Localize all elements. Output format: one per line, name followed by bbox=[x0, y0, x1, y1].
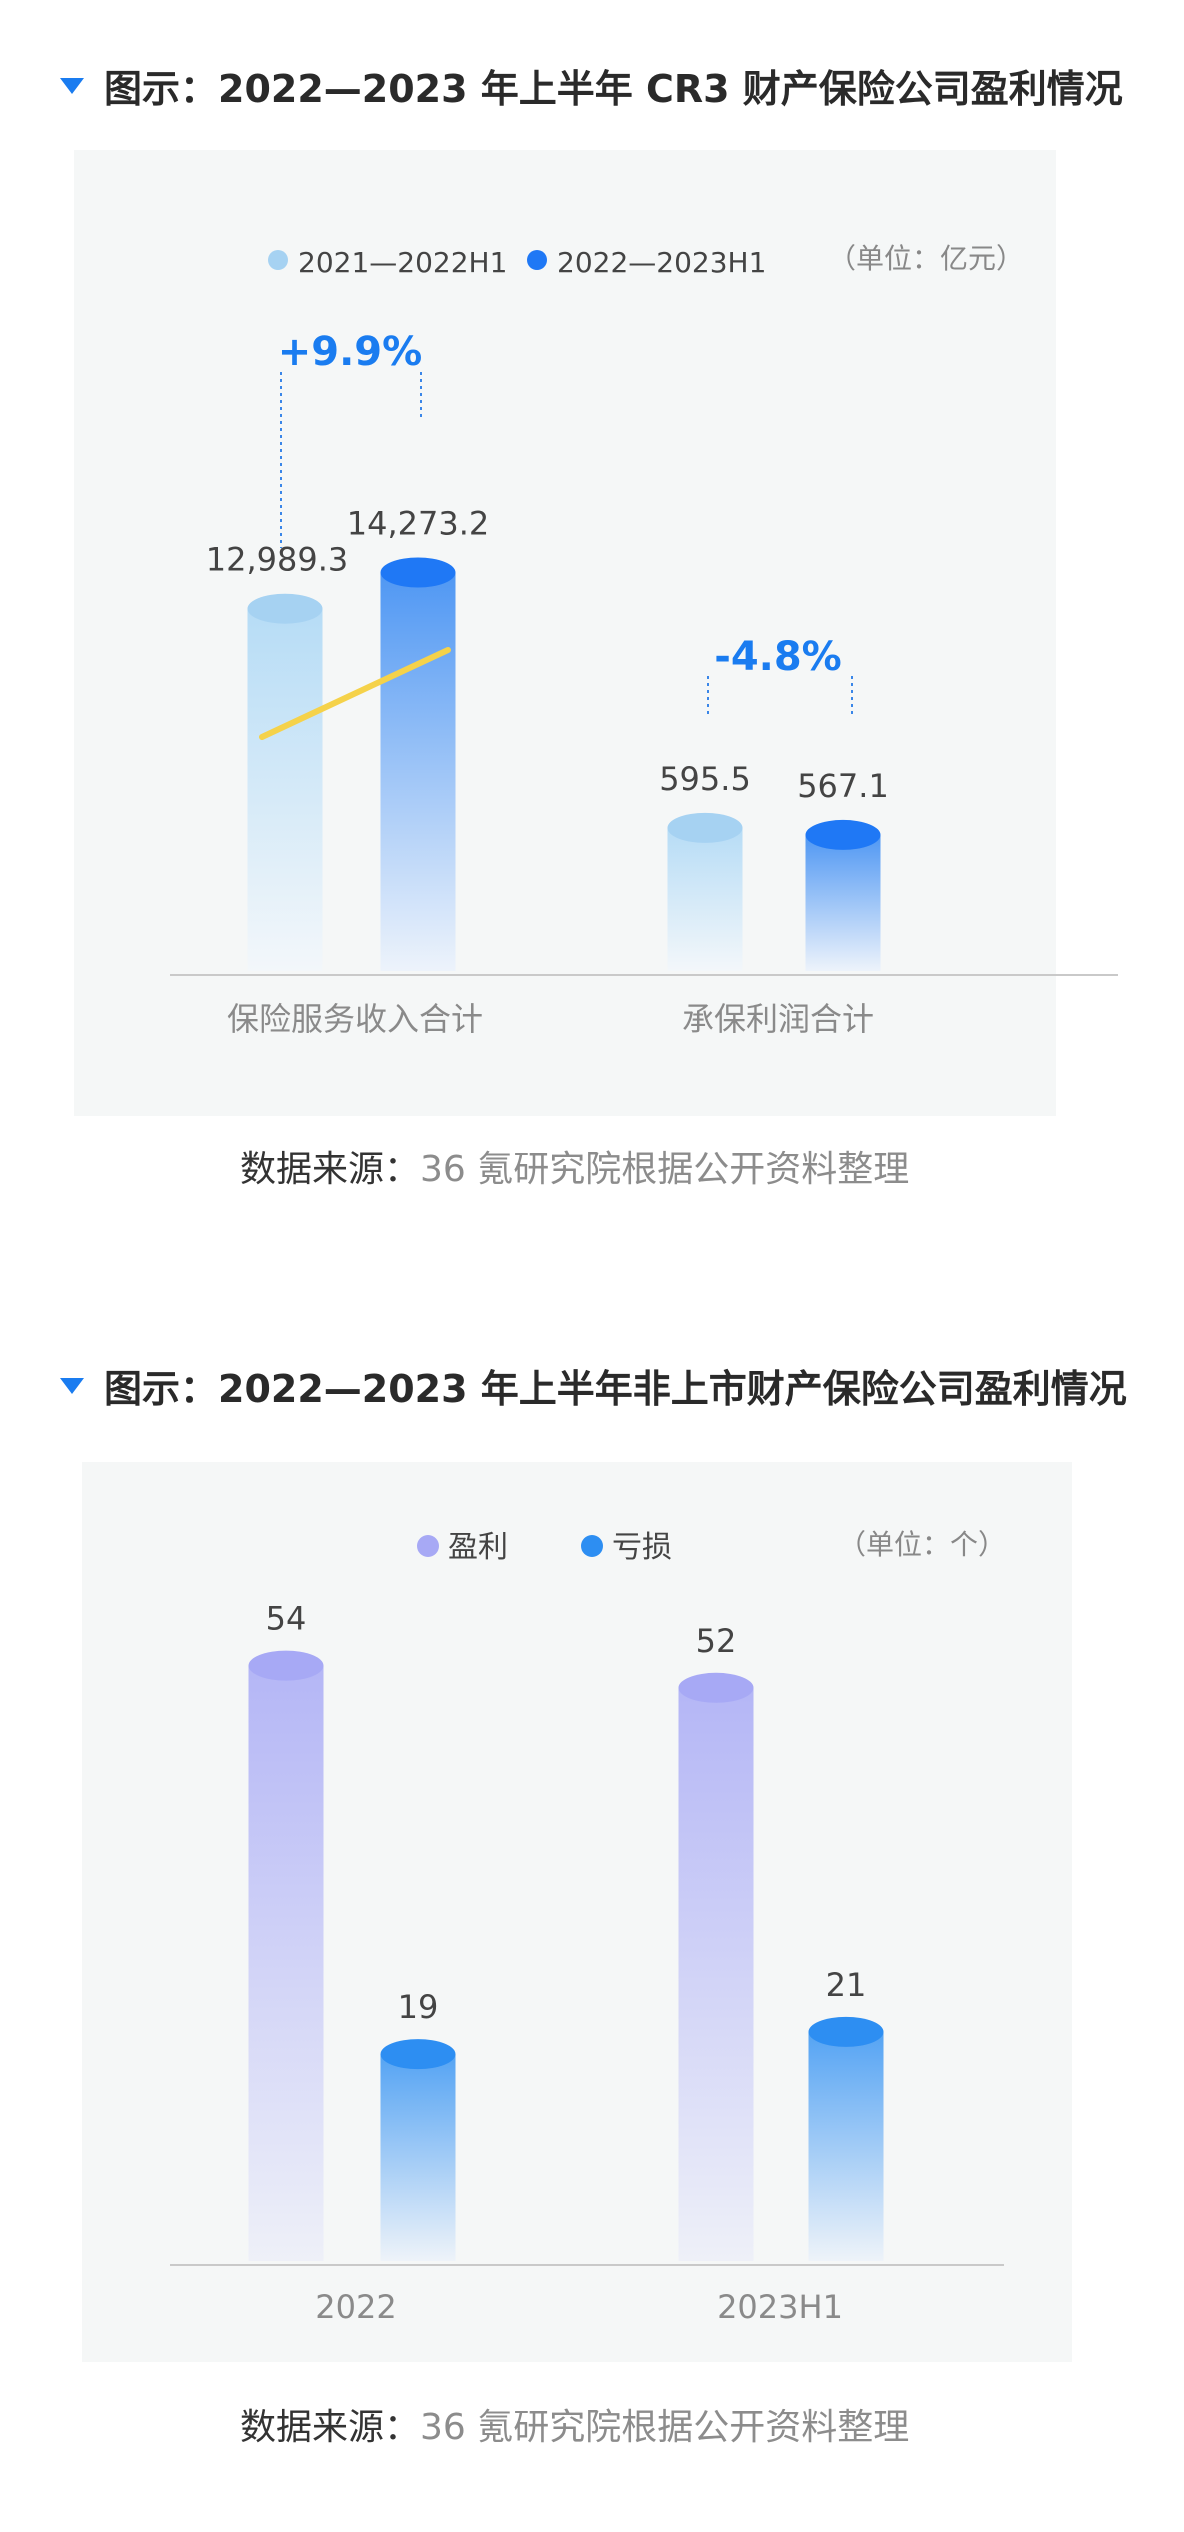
bar-1-1-cap bbox=[247, 593, 323, 624]
legend-label-2: 2022—2023H1 bbox=[557, 246, 766, 279]
category-label-1: 保险服务收入合计 bbox=[227, 1000, 483, 1038]
bar-2-1 bbox=[380, 2054, 456, 2261]
legend-label-1: 盈利 bbox=[448, 1530, 508, 1565]
data-label: 54 bbox=[266, 1600, 307, 1638]
chart2-source: 数据来源：36 氪研究院根据公开资料整理 bbox=[240, 2398, 909, 2450]
chart1-svg: 2021—2022H1 2022—2023H1 （单位：亿元） 保险服务收入合计 12,… bbox=[170, 242, 1118, 1038]
bar-1-2-cap bbox=[678, 1672, 754, 1703]
bar-2-1-cap bbox=[380, 2039, 456, 2070]
triangle-down-icon bbox=[60, 1377, 84, 1394]
category-label-1: 2022 bbox=[315, 2288, 396, 2326]
unit-label: （单位：个） bbox=[838, 1528, 1006, 1561]
chart2-section: 图示：2022—2023 年上半年非上市财产保险公司盈利情况 盈利 亏损 （单位：个… bbox=[0, 1300, 1184, 2532]
category-label-2: 承保利润合计 bbox=[682, 1000, 874, 1038]
data-label: 567.1 bbox=[797, 767, 889, 805]
chart1-title: 图示：2022—2023 年上半年 CR3 财产保险公司盈利情况 bbox=[104, 67, 1123, 111]
chart1-title-row: 图示：2022—2023 年上半年 CR3 财产保险公司盈利情况 bbox=[60, 58, 1123, 113]
bar-1-2 bbox=[667, 827, 743, 971]
data-label: 14,273.2 bbox=[347, 504, 490, 542]
data-label: 595.5 bbox=[659, 760, 751, 798]
bar-2-2-cap bbox=[808, 2016, 884, 2047]
source-value: 36 氪研究院根据公开资料整理 bbox=[420, 2407, 910, 2448]
unit-label: （单位：亿元） bbox=[828, 242, 1024, 275]
bar-2-2-cap bbox=[805, 819, 881, 850]
source-value: 36 氪研究院根据公开资料整理 bbox=[420, 1149, 910, 1190]
legend-dot-icon bbox=[417, 1535, 439, 1557]
legend-dot-icon bbox=[268, 250, 288, 270]
legend-label-1: 2021—2022H1 bbox=[298, 246, 507, 279]
category-label-2: 2023H1 bbox=[717, 2288, 843, 2326]
source-label: 数据来源： bbox=[240, 1149, 421, 1190]
bar-2-2 bbox=[808, 2031, 884, 2261]
source-label: 数据来源： bbox=[240, 2407, 421, 2448]
annotation-growth: +9.9% bbox=[278, 329, 422, 375]
chart2-title-row: 图示：2022—2023 年上半年非上市财产保险公司盈利情况 bbox=[60, 1358, 1127, 1413]
bar-2-1 bbox=[380, 572, 456, 971]
bar-1-1 bbox=[248, 1665, 324, 2261]
data-label: 19 bbox=[398, 1988, 439, 2026]
chart1-source: 数据来源：36 氪研究院根据公开资料整理 bbox=[240, 1140, 909, 1192]
annotation-growth: -4.8% bbox=[714, 634, 842, 680]
chart2-svg: 盈利 亏损 （单位：个） 2022 54 19 2023H1 52 21 bbox=[170, 1528, 1006, 2326]
data-label: 12,989.3 bbox=[206, 541, 349, 579]
legend-dot-icon bbox=[581, 1535, 603, 1557]
trend-line bbox=[259, 647, 451, 740]
bar-1-2-cap bbox=[667, 812, 743, 843]
bar-2-1-cap bbox=[380, 557, 456, 588]
chart2-panel bbox=[82, 1462, 1072, 2362]
legend-label-2: 亏损 bbox=[612, 1530, 672, 1565]
bar-1-1 bbox=[247, 608, 323, 971]
chart2-title: 图示：2022—2023 年上半年非上市财产保险公司盈利情况 bbox=[104, 1367, 1127, 1411]
legend-dot-icon bbox=[527, 250, 547, 270]
triangle-down-icon bbox=[60, 77, 84, 94]
bar-1-1-cap bbox=[248, 1650, 324, 1681]
bar-2-2 bbox=[805, 834, 881, 971]
chart1-section: 图示：2022—2023 年上半年 CR3 财产保险公司盈利情况 2021—20… bbox=[0, 0, 1184, 1230]
chart1-panel bbox=[74, 150, 1056, 1116]
data-label: 21 bbox=[826, 1966, 867, 2004]
data-label: 52 bbox=[696, 1622, 737, 1660]
bar-1-2 bbox=[678, 1687, 754, 2261]
